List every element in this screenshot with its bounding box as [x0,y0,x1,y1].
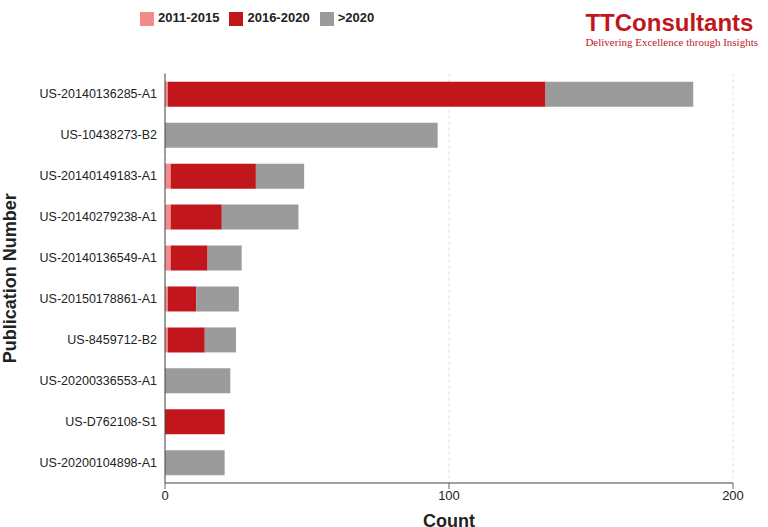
svg-text:0: 0 [161,488,168,503]
svg-text:100: 100 [438,488,460,503]
html-text:2011-2015: 2011-2015 [158,10,220,25]
svg-text:200: 200 [722,488,744,503]
svg-text:US-20200336553-A1: US-20200336553-A1 [40,374,157,388]
svg-text:US-10438273-B2: US-10438273-B2 [60,128,157,142]
svg-text:Publication Number: Publication Number [8,193,20,363]
svg-text:US-8459712-B2: US-8459712-B2 [67,333,157,347]
html-text:TTConsultants: TTConsultants [585,9,754,36]
svg-text:US-20140149183-A1: US-20140149183-A1 [40,169,157,183]
svg-text:US-20140136549-A1: US-20140136549-A1 [40,251,157,265]
svg-text:US-20200104898-A1: US-20200104898-A1 [40,456,157,470]
svg-text:US-20140279238-A1: US-20140279238-A1 [40,210,157,224]
html-text:2016-2020: 2016-2020 [247,10,310,25]
svg-text:US-20150178861-A1: US-20150178861-A1 [40,292,157,306]
svg-text:US-20140136285-A1: US-20140136285-A1 [40,87,157,101]
svg-text:Count: Count [423,511,475,527]
html-text:>2020: >2020 [337,10,375,25]
svg-text:US-D762108-S1: US-D762108-S1 [65,415,157,429]
html-text:Delivering Excellence through: Delivering Excellence through Insights [585,36,758,48]
